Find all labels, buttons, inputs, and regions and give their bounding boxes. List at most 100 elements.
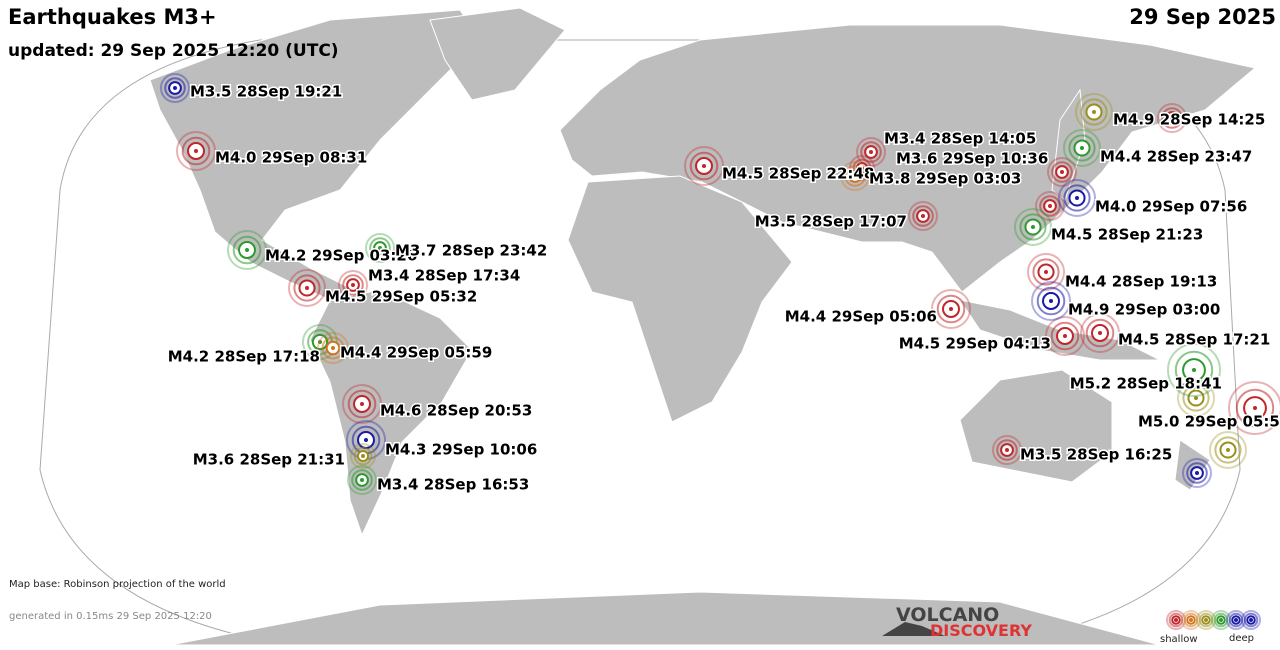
- ring: [1243, 612, 1259, 628]
- ring: [1027, 253, 1065, 291]
- logo-top: VOLCANO: [896, 604, 999, 626]
- quake-marker: [1014, 208, 1052, 246]
- core: [1098, 331, 1102, 335]
- core: [364, 438, 368, 442]
- quake-label: M4.6 28Sep 20:53: [380, 402, 532, 420]
- ring: [353, 446, 373, 466]
- ring: [1063, 184, 1091, 212]
- ring: [840, 161, 870, 191]
- quake-label: M3.8 29Sep 03:03: [869, 170, 1021, 188]
- ring: [347, 389, 377, 419]
- core: [1080, 146, 1084, 150]
- core: [1049, 299, 1053, 303]
- ring: [181, 136, 211, 166]
- quake-label: M4.5 28Sep 17:21: [1118, 331, 1270, 349]
- ring: [1214, 436, 1242, 464]
- ring: [1228, 381, 1280, 435]
- ring: [338, 270, 368, 300]
- title: Earthquakes M3+: [8, 5, 217, 29]
- quake-marker: [317, 332, 349, 364]
- core: [360, 478, 364, 482]
- quake-label: M4.4 29Sep 05:59: [340, 344, 492, 362]
- quake-marker: [684, 146, 724, 186]
- ring: [1075, 93, 1113, 131]
- quake-label: M4.0 29Sep 08:31: [215, 149, 367, 167]
- ring: [347, 465, 377, 495]
- ring: [351, 469, 373, 491]
- ring: [1198, 612, 1214, 628]
- quake-marker: [365, 233, 395, 263]
- core: [331, 346, 335, 350]
- quake-marker: [347, 465, 377, 495]
- quake-label: M4.4 28Sep 23:47: [1100, 148, 1252, 166]
- date: 29 Sep 2025: [1129, 5, 1276, 29]
- quake-marker: [1031, 281, 1071, 321]
- core: [1092, 110, 1096, 114]
- quake-marker: [1045, 316, 1085, 356]
- core: [1249, 618, 1253, 622]
- ring: [1014, 208, 1052, 246]
- quake-label: M4.3 29Sep 10:06: [385, 441, 537, 459]
- ring: [1047, 157, 1077, 187]
- ring: [931, 289, 971, 329]
- depth-legend: [1166, 610, 1261, 630]
- core: [378, 246, 382, 250]
- ring: [227, 230, 267, 270]
- ring: [1050, 321, 1080, 351]
- ring: [1080, 313, 1120, 353]
- quake-marker: [1182, 458, 1212, 488]
- quake-marker: [856, 137, 886, 167]
- ring: [1235, 388, 1275, 428]
- quake-label: M4.4 28Sep 19:13: [1065, 273, 1217, 291]
- quake-label: M3.5 28Sep 16:25: [1020, 446, 1172, 464]
- quake-marker: [1035, 191, 1065, 221]
- ring: [342, 384, 382, 424]
- quake-marker: [931, 289, 971, 329]
- core: [1204, 618, 1208, 622]
- core: [869, 150, 873, 154]
- ring: [1085, 318, 1115, 348]
- quake-marker: [992, 435, 1022, 465]
- quake-label: M3.4 28Sep 14:05: [884, 130, 1036, 148]
- map-base: Map base: Robinson projection of the wor…: [9, 579, 226, 590]
- quake-marker: [1167, 343, 1221, 397]
- quake-marker: [908, 201, 938, 231]
- core: [1044, 270, 1048, 274]
- quake-label: M3.5 28Sep 19:21: [190, 83, 342, 101]
- core: [1005, 448, 1009, 452]
- quake-label: M4.5 28Sep 21:23: [1051, 226, 1203, 244]
- ring: [996, 439, 1018, 461]
- core: [1194, 396, 1198, 400]
- ring: [288, 269, 326, 307]
- ring: [1063, 129, 1101, 167]
- core: [351, 283, 355, 287]
- core: [1189, 618, 1193, 622]
- quake-marker: [288, 269, 326, 307]
- ring: [1157, 103, 1187, 133]
- quake-label: M3.4 28Sep 17:34: [368, 267, 520, 285]
- core: [1063, 334, 1067, 338]
- ring: [1182, 458, 1212, 488]
- quake-label: M4.5 28Sep 22:48: [722, 165, 874, 183]
- ring: [1032, 258, 1060, 286]
- quake-marker: [160, 73, 190, 103]
- quake-label: M3.7 28Sep 23:42: [395, 242, 547, 260]
- ring: [1045, 316, 1085, 356]
- quake-marker: [1075, 93, 1113, 131]
- core: [1060, 170, 1064, 174]
- quake-label: M4.5 29Sep 04:13: [899, 335, 1051, 353]
- quake-marker: [1027, 253, 1065, 291]
- ring: [852, 158, 872, 178]
- ring: [689, 151, 719, 181]
- ring: [1080, 98, 1108, 126]
- core: [1195, 471, 1199, 475]
- core: [1234, 618, 1238, 622]
- ring: [1168, 612, 1184, 628]
- quake-label: M4.9 29Sep 03:00: [1068, 301, 1220, 319]
- core: [361, 454, 365, 458]
- ring: [992, 435, 1022, 465]
- ring: [1058, 179, 1096, 217]
- ring: [1036, 286, 1066, 316]
- ring: [365, 233, 395, 263]
- quake-marker: [1209, 431, 1247, 469]
